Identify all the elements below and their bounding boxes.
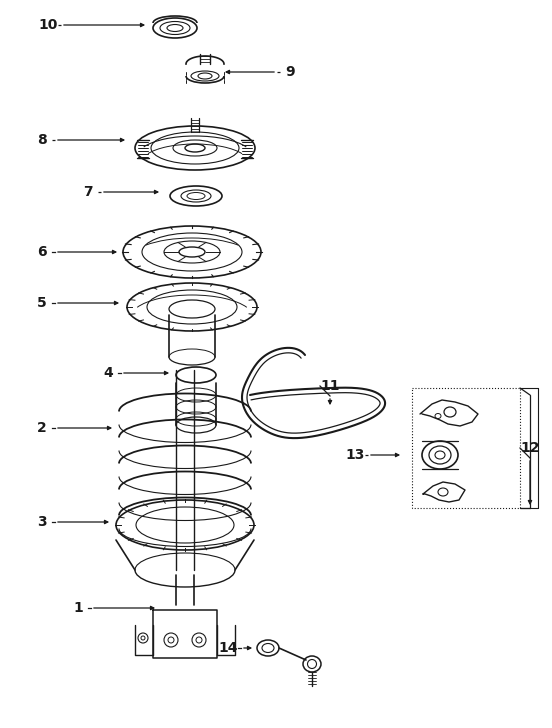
Text: 5: 5 <box>37 296 47 310</box>
Text: 11: 11 <box>320 379 339 393</box>
Text: 13: 13 <box>346 448 365 462</box>
Text: 7: 7 <box>83 185 93 199</box>
Text: 4: 4 <box>103 366 113 380</box>
Text: 10: 10 <box>38 18 58 32</box>
Text: 2: 2 <box>37 421 47 435</box>
Text: 1: 1 <box>73 601 83 615</box>
Text: 6: 6 <box>37 245 47 259</box>
Text: 8: 8 <box>37 133 47 147</box>
Text: 14: 14 <box>218 641 238 655</box>
Bar <box>412 388 520 508</box>
Text: 3: 3 <box>37 515 47 529</box>
Text: 12: 12 <box>520 441 540 455</box>
Text: 9: 9 <box>285 65 295 79</box>
